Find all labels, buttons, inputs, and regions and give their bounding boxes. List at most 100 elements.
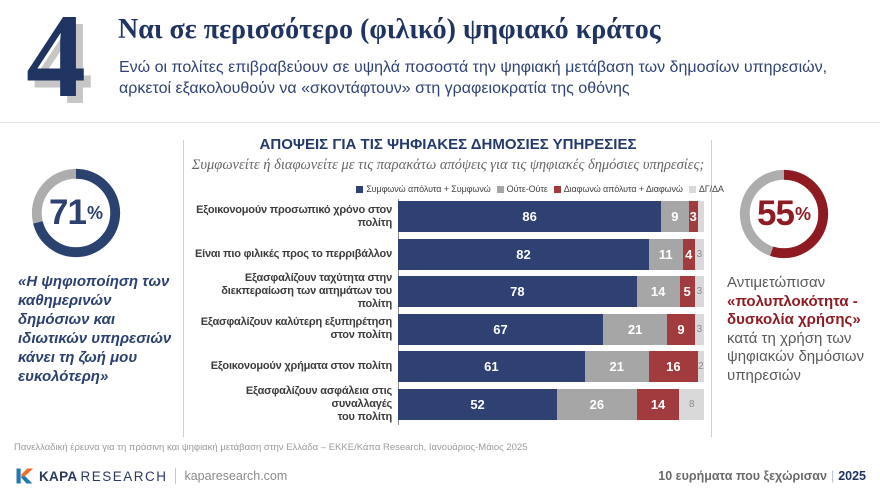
- row-label: Εξασφαλίζουν καλύτερη εξυπηρέτηση στον π…: [200, 316, 392, 341]
- chart-row: Εξοικονομούν χρήματα στον πολίτη 61 21 16 2: [186, 351, 704, 382]
- footer-tagline: 10 ευρήματα που ξεχώρισαν | 2025: [658, 469, 866, 483]
- chart-row: Εξοικονομούν προσωπικό χρόνο στον πολίτη…: [186, 201, 704, 232]
- percent-sign: %: [794, 203, 811, 224]
- segment-value-label: 3: [689, 209, 697, 224]
- finding-number: 4: [26, 0, 86, 122]
- segment-value-label: 11: [658, 246, 673, 262]
- segment-value-label: 9: [671, 209, 679, 224]
- row-label: Εξασφαλίζουν ασφάλεια στις συναλλαγές το…: [245, 384, 392, 423]
- bar-segment: 9: [661, 201, 689, 232]
- segment-value-label: 14: [650, 396, 666, 412]
- segment-value-label: 5: [683, 284, 691, 299]
- segment-value-label: 61: [484, 359, 499, 374]
- stacked-bar: 78 14 5 3: [398, 276, 704, 307]
- bar-segment: 3: [694, 276, 704, 307]
- kapa-logo-icon: [16, 468, 34, 484]
- bar-segment: 14: [636, 276, 680, 307]
- legend-item: Διαφωνώ απόλυτα + Διαφωνώ: [553, 184, 683, 194]
- left-donut-value: 71%: [49, 193, 103, 232]
- chart-axis-line: [398, 199, 399, 425]
- segment-value-label: 2: [698, 361, 704, 372]
- brand-kapa: KAPA: [39, 468, 78, 484]
- row-label: Εξοικονομούν προσωπικό χρόνο στον πολίτη: [196, 203, 392, 229]
- chart-row: Εξασφαλίζουν καλύτερη εξυπηρέτηση στον π…: [186, 313, 704, 345]
- segment-value-label: 86: [522, 209, 537, 224]
- right-column-divider: [711, 140, 712, 437]
- brand-block: KAPA RESEARCH kaparesearch.com: [14, 466, 287, 486]
- segment-value-label: 8: [688, 398, 695, 410]
- bar-segment: 4: [682, 238, 695, 270]
- bar-rows: Εξοικονομούν προσωπικό χρόνο στον πολίτη…: [186, 201, 704, 426]
- segment-value-label: 4: [685, 246, 693, 262]
- stacked-bar: 86 9 3: [398, 201, 704, 232]
- left-column-divider: [183, 140, 184, 437]
- bar-segment: 67: [398, 313, 604, 345]
- left-donut-svg: [31, 168, 121, 258]
- left-donut-chart: 71%: [27, 164, 125, 262]
- segment-value-label: 14: [650, 284, 666, 299]
- left-quote: «Η ψηφιοποίηση των καθημερινών δημόσιων …: [18, 273, 172, 385]
- row-label: Εξοικονομούν χρήματα στον πολίτη: [210, 360, 392, 372]
- segment-value-label: 52: [470, 396, 485, 412]
- chart-title: ΑΠΟΨΕΙΣ ΓΙΑ ΤΙΣ ΨΗΦΙΑΚΕΣ ΔΗΜΟΣΙΕΣ ΥΠΗΡΕΣ…: [259, 136, 637, 153]
- bar-segment: 61: [398, 351, 585, 382]
- chart-row: Εξασφαλίζουν ασφάλεια στις συναλλαγές το…: [186, 385, 704, 423]
- tagline-separator: |: [830, 469, 835, 483]
- row-label: Είναι πιο φιλικές προς το περριβάλλον: [194, 247, 392, 260]
- legend-label: Ούτε-Ούτε: [506, 184, 548, 194]
- right-caption: Αντιμετώπισαν «πολυπλοκότητα - δυσκολία …: [727, 274, 880, 385]
- legend-swatch: [553, 185, 561, 193]
- legend-item: ΔΓ/ΔΑ: [688, 184, 724, 194]
- header-divider: [0, 122, 880, 123]
- right-donut-chart: 55%: [735, 165, 833, 263]
- right-caption-after: κατά τη χρήση των ψηφιακών δημόσιων υπηρ…: [727, 329, 864, 384]
- legend-swatch: [496, 185, 504, 193]
- legend-label: Διαφωνώ απόλυτα + Διαφωνώ: [563, 184, 683, 194]
- segment-value-label: 21: [609, 359, 625, 374]
- legend-swatch: [356, 185, 364, 193]
- chart-row: Εξασφαλίζουν ταχύτητα στην διεκπεραίωση …: [186, 272, 704, 310]
- segment-value-label: 21: [627, 321, 643, 337]
- bar-segment: 21: [603, 313, 668, 345]
- segment-value-label: 3: [696, 286, 703, 297]
- bar-segment: 78: [398, 276, 637, 307]
- bar-segment: 16: [648, 351, 698, 382]
- legend-item: Συμφωνώ απόλυτα + Συμφωνώ: [356, 184, 491, 194]
- bar-segment: 3: [694, 238, 704, 270]
- segment-value-label: 26: [589, 396, 605, 412]
- bar-segment: 3: [688, 201, 698, 232]
- segment-value-label: 82: [516, 246, 531, 262]
- bar-segment: 8: [679, 388, 704, 420]
- stacked-bar: 52 26 14 8: [398, 388, 704, 420]
- website-link[interactable]: kaparesearch.com: [184, 469, 288, 483]
- bar-segment: 26: [557, 388, 637, 420]
- bar-segment: 11: [648, 238, 683, 270]
- segment-value-label: 9: [677, 321, 685, 337]
- right-donut-arc: [739, 169, 829, 259]
- brand-research: RESEARCH: [80, 468, 168, 484]
- bar-segment: 2: [697, 351, 704, 382]
- legend-item: Ούτε-Ούτε: [496, 184, 548, 194]
- segment-value-label: 78: [510, 284, 525, 299]
- source-footnote: Πανελλαδική έρευνα για τη πράσινη και ψη…: [14, 442, 528, 453]
- right-donut-value: 55%: [757, 194, 811, 233]
- stacked-bar: 61 21 16 2: [398, 351, 704, 382]
- segment-value-label: 67: [493, 321, 508, 337]
- chart-subtitle: Συμφωνείτε ή διαφωνείτε με τις παρακάτω …: [191, 157, 705, 173]
- row-label: Εξασφαλίζουν ταχύτητα στην διεκπεραίωση …: [221, 272, 392, 310]
- bar-segment: 3: [694, 313, 704, 345]
- bar-segment: 86: [398, 201, 662, 232]
- stacked-bar: 67 21 9 3: [398, 313, 704, 345]
- bar-segment: 52: [398, 388, 558, 420]
- bar-segment: 82: [398, 238, 649, 270]
- page-title: Ναι σε περισσότερο (φιλικό) ψηφιακό κράτ…: [118, 14, 661, 45]
- page-subtitle: Ενώ οι πολίτες επιβραβεύουν σε υψηλά ποσ…: [119, 59, 828, 97]
- left-donut-arc: [31, 168, 121, 258]
- bar-segment: 21: [584, 351, 649, 382]
- chart-legend: Συμφωνώ απόλυτα + Συμφωνώ Ούτε-Ούτε Διαφων…: [356, 184, 724, 194]
- tagline-year: 2025: [838, 469, 866, 483]
- bar-segment: 14: [636, 388, 680, 420]
- segment-value-label: 16: [666, 359, 681, 374]
- legend-label: Συμφωνώ απόλυτα + Συμφωνώ: [366, 184, 491, 194]
